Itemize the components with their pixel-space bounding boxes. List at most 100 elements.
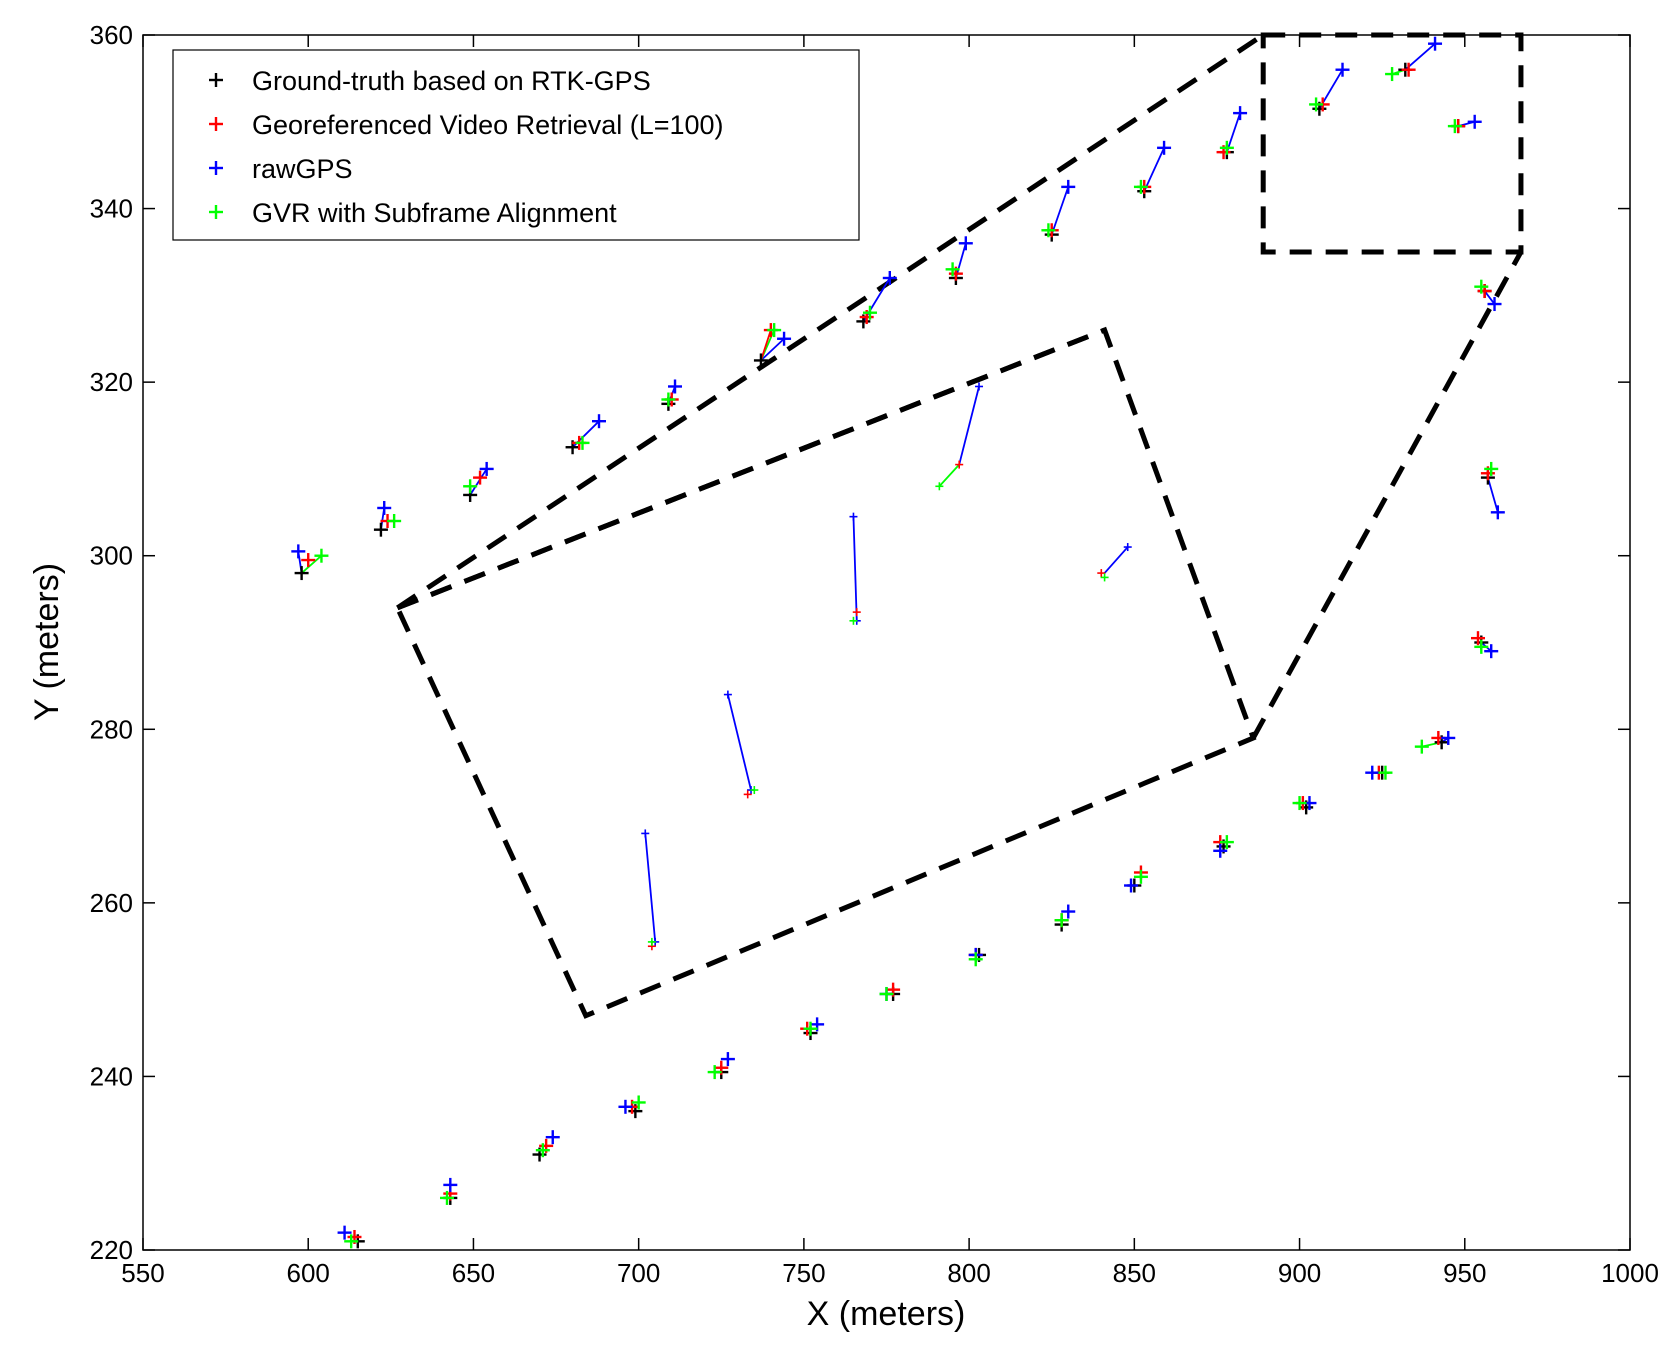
gvr-subframe-point — [1414, 739, 1429, 754]
gvr-point — [473, 470, 488, 485]
rawgps-point — [1061, 904, 1076, 919]
error-segment — [644, 833, 657, 942]
zoom-detail-point — [641, 829, 650, 838]
zoom-detail-point — [750, 786, 759, 795]
rawgps-point — [958, 236, 973, 251]
error-segment — [760, 329, 772, 361]
x-tick-label: 650 — [452, 1258, 495, 1288]
gvr-point — [301, 553, 316, 568]
rawgps-point — [337, 1225, 352, 1240]
y-tick-label: 320 — [90, 367, 133, 397]
rawgps-point — [1213, 843, 1228, 858]
legend: Ground-truth based on RTK-GPS Georeferenc… — [172, 49, 860, 241]
error-segment — [1404, 43, 1436, 71]
legend-marker — [209, 117, 223, 131]
legend-box — [172, 49, 860, 241]
x-axis-label: X (meters) — [807, 1295, 966, 1333]
gvr-subframe-point — [1292, 796, 1307, 811]
gvr-subframe-point — [1041, 223, 1056, 238]
zoom-detail-point — [852, 608, 861, 617]
x-tick-label: 700 — [617, 1258, 660, 1288]
gvr-subframe-point — [463, 479, 478, 494]
y-tick-label: 300 — [90, 541, 133, 571]
zoom-annotations — [394, 32, 1524, 1019]
ground-truth-point — [753, 353, 768, 368]
rawgps-point — [443, 1177, 458, 1192]
x-tick-label: 800 — [947, 1258, 990, 1288]
error-segment — [1487, 477, 1499, 513]
legend-label: GVR with Subframe Alignment — [252, 198, 617, 228]
zoom-detail-point — [975, 382, 984, 391]
rawgps-point — [618, 1099, 633, 1114]
rawgps-point — [291, 544, 306, 559]
y-tick-label: 220 — [90, 1235, 133, 1265]
rawgps-point — [1428, 36, 1443, 51]
legend-label: rawGPS — [252, 154, 353, 184]
rawgps-point — [1365, 765, 1380, 780]
legend-marker — [209, 73, 223, 87]
data-markers — [291, 36, 1505, 1249]
zoom-connector — [1251, 250, 1524, 740]
rawgps-point — [1335, 62, 1350, 77]
y-tick-label: 240 — [90, 1061, 133, 1091]
rawgps-point — [777, 331, 792, 346]
gvr-subframe-point — [1133, 179, 1148, 194]
rawgps-point — [668, 379, 683, 394]
error-segment — [1050, 186, 1070, 235]
gvr-subframe-point — [535, 1143, 550, 1158]
gvr-subframe-point — [803, 1021, 818, 1036]
gvr-subframe-point — [1474, 639, 1489, 654]
rawgps-point — [1487, 297, 1502, 312]
rawgps-point — [479, 461, 494, 476]
legend-label: Georeferenced Video Retrieval (L=100) — [252, 110, 724, 140]
rawgps-point — [1233, 106, 1248, 121]
gvr-subframe-point — [1219, 140, 1234, 155]
rawgps-point — [1061, 179, 1076, 194]
error-segment — [852, 516, 858, 621]
legend-entries: Ground-truth based on RTK-GPS Georeferenc… — [209, 66, 724, 228]
zoom-detail-point — [723, 690, 732, 699]
gvr-subframe-point — [661, 392, 676, 407]
error-segment — [958, 386, 980, 465]
error-segment — [760, 338, 785, 362]
rawgps-point — [1467, 114, 1482, 129]
x-tick-label: 750 — [782, 1258, 825, 1288]
gvr-subframe-point — [387, 514, 402, 528]
gvr-subframe-point — [968, 952, 983, 967]
gvr-subframe-point — [575, 435, 590, 450]
ground-truth-point — [294, 566, 309, 581]
gvr-subframe-point — [1133, 869, 1148, 884]
zoom-detail-point — [1100, 573, 1109, 582]
y-tick-label: 360 — [90, 20, 133, 50]
legend-marker — [209, 161, 223, 175]
gvr-subframe-point — [767, 323, 782, 338]
rawgps-point — [377, 500, 392, 515]
x-tick-label: 850 — [1113, 1258, 1156, 1288]
gvr-subframe-point — [440, 1190, 455, 1205]
gvr-subframe-point — [1385, 67, 1400, 82]
rawgps-point — [1484, 644, 1499, 659]
zoom-connector — [396, 327, 1106, 611]
rawgps-point — [1490, 505, 1505, 520]
gvr-subframe-point — [945, 262, 960, 277]
y-tick-label: 280 — [90, 714, 133, 744]
error-segment — [955, 243, 967, 279]
error-segment — [1226, 112, 1241, 153]
zoom-detail-point — [1123, 543, 1132, 552]
gvr-subframe-point — [1447, 119, 1462, 134]
gvr-subframe-point — [1219, 835, 1234, 850]
gvr-subframe-point — [1054, 913, 1069, 928]
zoom-connector — [396, 32, 1265, 610]
rawgps-point — [1124, 878, 1139, 893]
axes: 550 600 650 700 750 800 850 900 950 1000 220 240 260… — [90, 20, 1659, 1288]
y-tick-label: 340 — [90, 194, 133, 224]
legend-label: Ground-truth based on RTK-GPS — [252, 66, 651, 96]
rawgps-point — [592, 414, 607, 429]
gvr-subframe-point — [879, 986, 894, 1001]
rawgps-point — [720, 1052, 735, 1067]
error-segment — [938, 463, 960, 487]
gvr-subframe-point — [1484, 461, 1499, 476]
gvr-point — [1470, 631, 1485, 646]
zoom-detail-point — [955, 460, 964, 469]
